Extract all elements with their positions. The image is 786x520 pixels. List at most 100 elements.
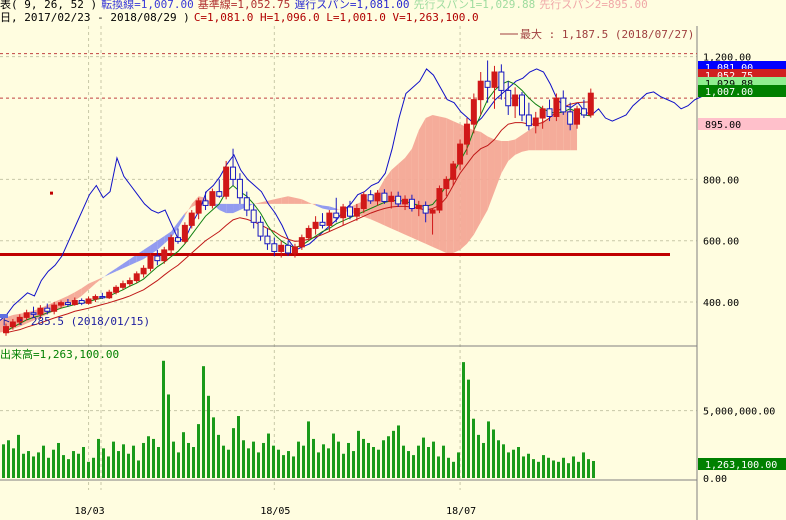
- candle-body-19: [133, 273, 140, 282]
- candle-76: [525, 102, 532, 131]
- header-item-1: 転換線=1,007.00: [101, 0, 194, 11]
- volume-bar-115: [577, 461, 580, 478]
- tenkan-line: [5, 80, 591, 332]
- cloud-segment-46: [253, 202, 261, 204]
- min-price-label: ト : 285.5 (2018/01/15): [0, 315, 150, 328]
- candle-2: [16, 314, 23, 326]
- candle-39: [271, 237, 278, 257]
- candle-body-15: [106, 291, 113, 299]
- candle-body-35: [243, 197, 250, 211]
- candle-body-18: [126, 280, 133, 285]
- cloud-segment-22: [88, 280, 96, 290]
- candle-20: [140, 265, 147, 278]
- volume-value-tag: 1,263,100.00: [705, 460, 777, 471]
- candle-body-25: [175, 237, 181, 242]
- candle-body-50: [347, 206, 353, 217]
- candle-18: [126, 277, 133, 287]
- volume-bar-73: [367, 442, 370, 478]
- candle-body-16: [113, 286, 120, 293]
- volume-bar-53: [267, 433, 270, 478]
- volume-bar-84: [422, 437, 425, 478]
- volume-bar-114: [572, 456, 575, 478]
- volume-bar-112: [562, 457, 565, 478]
- volume-bar-18: [92, 457, 95, 478]
- candle-85: [587, 88, 594, 118]
- volume-bar-98: [492, 429, 495, 478]
- candle-47: [326, 210, 333, 232]
- cloud-segment-79: [480, 131, 488, 223]
- candle-71: [491, 65, 498, 109]
- volume-bar-102: [512, 449, 515, 478]
- candle-body-24: [168, 237, 175, 251]
- cloud-segment-24: [102, 272, 110, 279]
- volume-bar-117: [587, 459, 590, 478]
- volume-bar-77: [387, 436, 390, 478]
- candle-body-69: [477, 80, 484, 101]
- cloud-segment-53: [301, 199, 309, 204]
- cloud-segment-73: [439, 116, 447, 253]
- volume-bar-24: [122, 444, 125, 478]
- candle-78: [539, 105, 546, 129]
- volume-bar-9: [47, 457, 50, 478]
- value-tag-bg-4: [698, 118, 786, 130]
- candle-body-22: [154, 255, 161, 262]
- candle-body-80: [553, 97, 560, 117]
- candle-73: [505, 81, 512, 115]
- candle-21: [147, 252, 154, 272]
- candle-58: [402, 195, 409, 211]
- volume-bar-93: [467, 379, 470, 478]
- candle-59: [408, 194, 415, 212]
- candle-49: [340, 203, 347, 226]
- candle-46: [319, 213, 326, 229]
- cloud-segment-86: [528, 125, 536, 151]
- volume-bar-52: [262, 442, 265, 478]
- volume-bar-86: [432, 441, 435, 478]
- candle-79: [546, 99, 553, 122]
- candle-63: [436, 185, 443, 214]
- cloud-segment-82: [501, 141, 509, 174]
- price-tick-label-0: 1,200.00: [703, 53, 751, 64]
- candle-61: [422, 201, 429, 223]
- candle-body-61: [422, 204, 429, 214]
- candle-0: [3, 323, 9, 336]
- price-tick-label-1: 800.00: [703, 175, 739, 186]
- volume-bar-97: [487, 421, 490, 478]
- candle-body-64: [443, 178, 450, 190]
- cloud-segment-69: [411, 130, 419, 241]
- volume-bar-69: [347, 442, 350, 478]
- value-tag-1: 1,052.75: [705, 71, 753, 82]
- volume-bar-76: [382, 440, 385, 478]
- volume-bar-15: [77, 453, 80, 478]
- candle-51: [353, 203, 360, 221]
- cloud-segment-75: [453, 121, 461, 253]
- volume-bar-59: [297, 441, 300, 478]
- candle-55: [381, 189, 388, 204]
- candle-body-66: [457, 143, 464, 165]
- volume-bar-34: [172, 441, 175, 478]
- volume-bar-101: [507, 452, 510, 478]
- volume-tick-label-0: 5,000,000.00: [703, 407, 775, 418]
- candle-17: [119, 280, 126, 290]
- candle-10: [71, 297, 78, 306]
- candle-48: [333, 197, 340, 223]
- cloud-segment-25: [109, 268, 117, 275]
- date-tick-label-2: 18/07: [446, 506, 476, 517]
- candle-body-31: [216, 191, 223, 197]
- candle-body-11: [78, 300, 85, 304]
- candle-body-36: [250, 209, 257, 223]
- candle-body-20: [140, 267, 147, 275]
- candle-body-41: [285, 244, 292, 254]
- volume-bar-45: [227, 449, 230, 478]
- candle-23: [161, 246, 168, 264]
- cloud-segment-29: [136, 249, 144, 263]
- cloud-segment-89: [549, 114, 557, 151]
- candle-66: [457, 139, 464, 171]
- volume-bar-4: [22, 453, 25, 478]
- volume-bar-23: [117, 451, 120, 478]
- candle-body-82: [567, 111, 574, 125]
- candle-body-75: [519, 94, 525, 116]
- volume-bar-22: [112, 441, 115, 478]
- candle-body-27: [188, 212, 195, 226]
- volume-bar-33: [167, 394, 170, 478]
- cloud-segment-90: [556, 111, 564, 151]
